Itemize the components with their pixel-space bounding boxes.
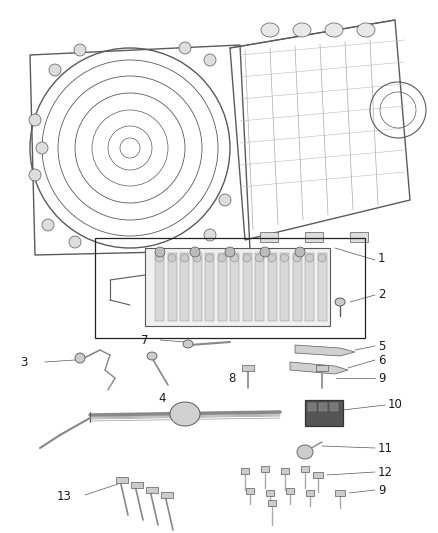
Bar: [330, 403, 338, 411]
Ellipse shape: [297, 445, 313, 459]
Ellipse shape: [155, 254, 163, 262]
Ellipse shape: [36, 142, 48, 154]
Ellipse shape: [230, 254, 239, 262]
Ellipse shape: [204, 54, 216, 66]
Ellipse shape: [75, 353, 85, 363]
Text: 9: 9: [378, 372, 385, 384]
Bar: [266, 490, 274, 496]
Ellipse shape: [295, 247, 305, 257]
Ellipse shape: [155, 247, 165, 257]
Ellipse shape: [218, 254, 226, 262]
Bar: [246, 488, 254, 494]
Text: 10: 10: [388, 399, 403, 411]
Ellipse shape: [325, 23, 343, 37]
Bar: [131, 482, 143, 488]
Ellipse shape: [170, 402, 200, 426]
Bar: [281, 468, 289, 474]
Bar: [167, 253, 177, 321]
Bar: [155, 253, 164, 321]
Ellipse shape: [29, 169, 41, 181]
Ellipse shape: [183, 340, 193, 348]
Text: 3: 3: [21, 356, 28, 368]
Bar: [95, 238, 365, 338]
Ellipse shape: [29, 114, 41, 126]
Ellipse shape: [42, 219, 54, 231]
Bar: [268, 253, 276, 321]
Bar: [286, 488, 294, 494]
Ellipse shape: [147, 352, 157, 360]
Text: 2: 2: [378, 288, 385, 302]
Ellipse shape: [280, 254, 289, 262]
Text: 13: 13: [57, 489, 72, 503]
Ellipse shape: [193, 254, 201, 262]
Ellipse shape: [243, 254, 251, 262]
Text: 9: 9: [378, 483, 385, 497]
Bar: [242, 365, 254, 371]
Bar: [146, 487, 158, 493]
Bar: [306, 490, 314, 496]
Bar: [116, 477, 128, 483]
Polygon shape: [295, 345, 355, 356]
Text: 11: 11: [378, 441, 393, 455]
Bar: [301, 466, 309, 472]
Text: 1: 1: [378, 252, 385, 264]
Bar: [305, 400, 343, 426]
Ellipse shape: [255, 254, 264, 262]
Bar: [230, 253, 239, 321]
Ellipse shape: [190, 247, 200, 257]
Bar: [319, 403, 327, 411]
Ellipse shape: [168, 254, 176, 262]
Bar: [313, 472, 323, 478]
Bar: [192, 253, 201, 321]
Ellipse shape: [318, 254, 326, 262]
Text: 12: 12: [378, 465, 393, 479]
Bar: [305, 232, 323, 242]
Ellipse shape: [225, 247, 235, 257]
Bar: [255, 253, 264, 321]
Bar: [350, 232, 368, 242]
Bar: [261, 466, 269, 472]
Ellipse shape: [180, 254, 188, 262]
Ellipse shape: [179, 42, 191, 54]
Ellipse shape: [305, 254, 314, 262]
Ellipse shape: [74, 44, 86, 56]
Ellipse shape: [293, 23, 311, 37]
Ellipse shape: [204, 229, 216, 241]
Ellipse shape: [49, 64, 61, 76]
Text: 5: 5: [378, 340, 385, 352]
Ellipse shape: [219, 194, 231, 206]
Ellipse shape: [335, 298, 345, 306]
Bar: [316, 365, 328, 371]
Ellipse shape: [69, 236, 81, 248]
Ellipse shape: [357, 23, 375, 37]
Text: 4: 4: [158, 392, 166, 405]
Ellipse shape: [293, 254, 301, 262]
Bar: [293, 253, 301, 321]
Bar: [145, 248, 330, 326]
Bar: [218, 253, 226, 321]
Bar: [335, 490, 345, 496]
Text: 7: 7: [141, 334, 148, 346]
Ellipse shape: [260, 247, 270, 257]
Polygon shape: [290, 362, 348, 374]
Ellipse shape: [268, 254, 276, 262]
Text: 8: 8: [228, 372, 235, 384]
Bar: [308, 403, 316, 411]
Bar: [180, 253, 189, 321]
Bar: [205, 253, 214, 321]
Bar: [280, 253, 289, 321]
Bar: [260, 232, 278, 242]
Ellipse shape: [205, 254, 213, 262]
Bar: [318, 253, 326, 321]
Bar: [305, 253, 314, 321]
Bar: [161, 492, 173, 498]
Bar: [243, 253, 251, 321]
Bar: [268, 500, 276, 506]
Bar: [241, 468, 249, 474]
Ellipse shape: [261, 23, 279, 37]
Text: 6: 6: [378, 353, 385, 367]
